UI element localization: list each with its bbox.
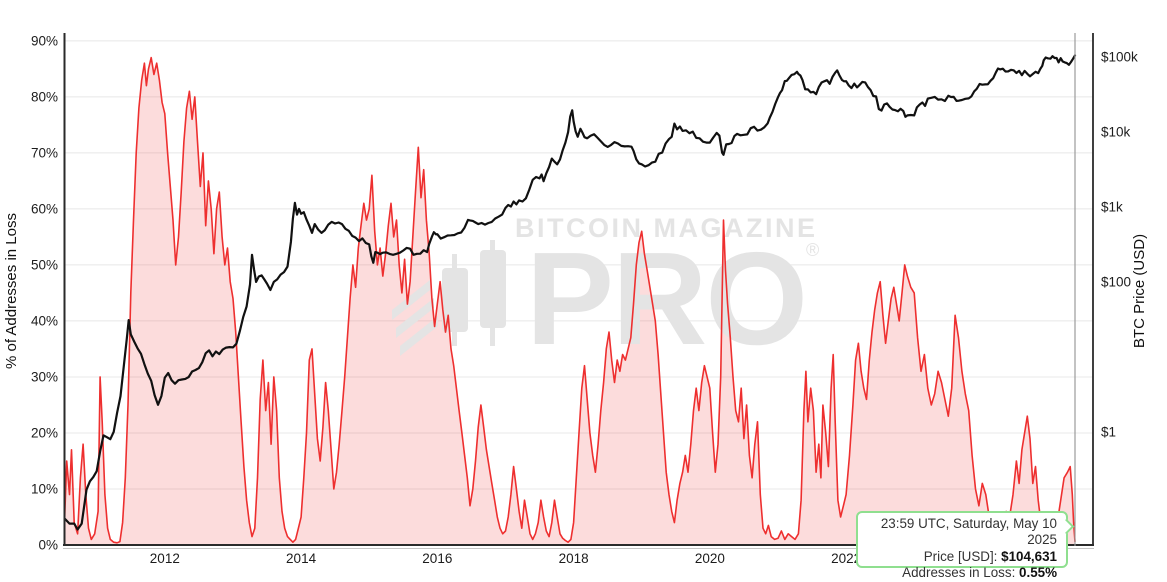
- x-tick-label: 2016: [422, 551, 452, 566]
- tooltip-date: 23:59 UTC, Saturday, May 10 2025: [880, 516, 1057, 548]
- logo-stripe: [400, 316, 438, 356]
- tooltip-loss-row: Addresses in Loss: 0.55%: [864, 565, 1057, 581]
- price-line: [63, 54, 1077, 531]
- x-tick-label: 2018: [559, 551, 589, 566]
- logo-stripe: [392, 280, 430, 320]
- logo-candle-body: [480, 250, 506, 328]
- left-tick-label: 70%: [31, 145, 58, 160]
- tooltip-loss-label: Addresses in Loss:: [902, 565, 1016, 581]
- left-tick-label: 50%: [31, 257, 58, 272]
- registered-trademark-icon: ®: [806, 240, 819, 260]
- x-tick-label: 2014: [286, 551, 317, 566]
- left-tick-label: 10%: [31, 481, 58, 496]
- left-tick-label: 80%: [31, 89, 58, 104]
- left-tick-label: 40%: [31, 313, 58, 328]
- chart-tooltip: 23:59 UTC, Saturday, May 10 2025 Price […: [856, 511, 1075, 580]
- right-axis-title: BTC Price (USD): [1131, 234, 1148, 348]
- left-tick-label: 90%: [31, 33, 58, 48]
- tooltip-price-row: Price [USD]: $104,631: [864, 549, 1057, 565]
- left-tick-label: 60%: [31, 201, 58, 216]
- tooltip-price-label: Price [USD]:: [923, 548, 998, 564]
- watermark-product-text: PRO: [526, 225, 806, 372]
- tooltip-price-value: $104,631: [1001, 548, 1057, 564]
- x-tick-label: 2020: [695, 551, 725, 566]
- left-tick-label: 20%: [31, 425, 58, 440]
- right-tick-label: $1k: [1101, 199, 1123, 214]
- right-tick-label: $100k: [1101, 49, 1138, 64]
- left-axis-title: % of Addresses in Loss: [3, 213, 20, 369]
- tooltip-loss-value: 0.55%: [1019, 565, 1057, 581]
- left-tick-label: 0%: [38, 538, 58, 553]
- logo-candle-body: [442, 268, 468, 332]
- x-tick-label: 2022: [831, 551, 861, 566]
- logo-stripe: [396, 298, 434, 338]
- left-tick-label: 30%: [31, 369, 58, 384]
- right-tick-label: $100: [1101, 274, 1131, 289]
- right-tick-label: $10k: [1101, 124, 1131, 139]
- watermark-brand-text: BITCOIN MAGAZINE: [515, 213, 818, 243]
- x-tick-label: 2012: [150, 551, 180, 566]
- right-tick-label: $1: [1101, 424, 1116, 439]
- loss-line: [63, 56, 1076, 544]
